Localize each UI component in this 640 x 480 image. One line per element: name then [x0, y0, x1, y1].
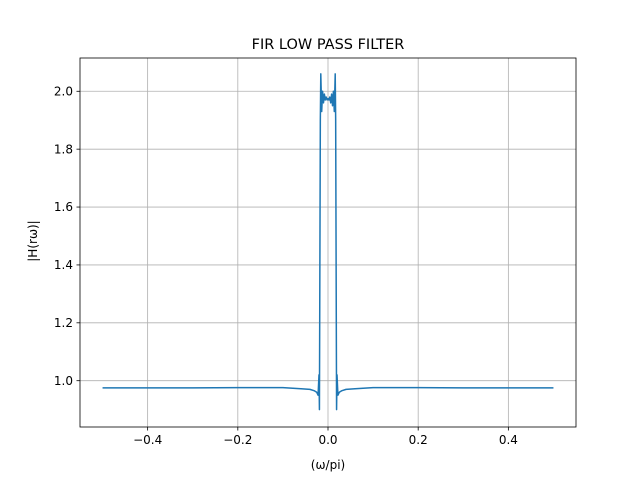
series-line-0: [102, 73, 554, 411]
x-tick-label: −0.2: [223, 433, 252, 447]
chart-title: FIR LOW PASS FILTER: [252, 37, 405, 53]
grid: [80, 58, 576, 427]
y-tick-label: 1.6: [54, 200, 73, 214]
x-tick-label: −0.4: [133, 433, 162, 447]
series-layer: [102, 73, 554, 411]
y-tick-label: 1.4: [54, 258, 73, 272]
y-tick-label: 1.8: [54, 142, 73, 156]
x-tick-label: 0.0: [318, 433, 337, 447]
x-tick-label: 0.4: [499, 433, 518, 447]
x-axis-label: (ω/pi): [311, 458, 345, 472]
y-tick-label: 1.2: [54, 316, 73, 330]
x-tick-label: 0.2: [409, 433, 428, 447]
y-tick-label: 1.0: [54, 374, 73, 388]
y-tick-label: 2.0: [54, 84, 73, 98]
y-axis-label: |H(rω)|: [26, 220, 40, 261]
axis-ticks: −0.4 −0.2 0.0 0.2 0.4 1.0 1.2 1.4 1.6 1.8 2.0: [54, 84, 518, 447]
